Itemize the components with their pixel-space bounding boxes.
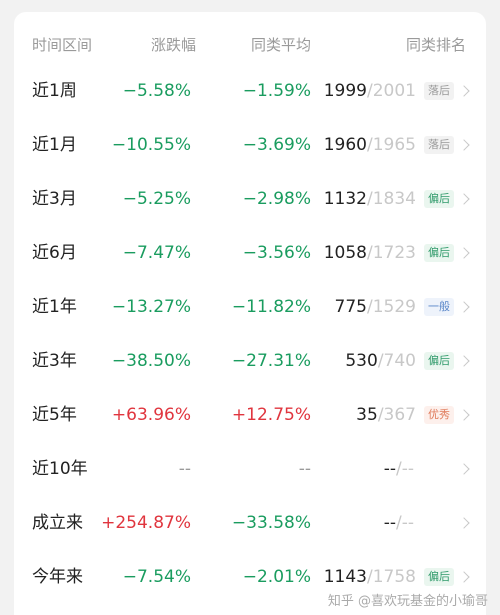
table-row[interactable]: 近1月 −10.55% −3.69% 1960/1965 落后 — [14, 118, 486, 172]
table-row[interactable]: 近5年 +63.96% +12.75% 35/367 优秀 — [14, 388, 486, 442]
rank-tag: 偏后 — [424, 568, 454, 586]
table-header: 时间区间 涨跌幅 同类平均 同类排名 — [14, 12, 486, 76]
chevron-right-icon[interactable] — [458, 517, 470, 529]
table-row[interactable]: 今年来 −7.54% −2.01% 1143/1758 偏后 — [14, 550, 486, 604]
rank-number: 1960 — [323, 135, 367, 155]
header-period: 时间区间 — [32, 36, 93, 54]
category-avg-value: −2.01% — [242, 567, 311, 587]
header-rank: 同类排名 — [405, 36, 466, 54]
category-avg-value: +12.75% — [231, 405, 311, 425]
period-label: 今年来 — [32, 567, 83, 587]
table-row[interactable]: 近1年 −13.27% −11.82% 775/1529 一般 — [14, 280, 486, 334]
rank-cell: 1999/2001 落后 — [323, 79, 470, 103]
rank-tag: 偏后 — [424, 352, 454, 370]
chevron-right-icon[interactable] — [458, 409, 470, 421]
change-value: −5.25% — [122, 189, 191, 209]
rank-tag: 落后 — [424, 82, 454, 100]
rank-cell: --/-- — [383, 511, 470, 535]
rank-total: /1529 — [367, 297, 416, 317]
rank-tag: 偏后 — [424, 244, 454, 262]
period-label: 近10年 — [32, 459, 88, 479]
rank-total: /740 — [377, 351, 416, 371]
change-value: +254.87% — [101, 513, 191, 533]
category-avg-value: −3.56% — [242, 243, 311, 263]
rank-number: 35 — [356, 405, 378, 425]
rank-number: 775 — [334, 297, 367, 317]
rank-number: 530 — [345, 351, 378, 371]
rank-cell: --/-- — [383, 457, 470, 481]
category-avg-value: −1.59% — [242, 81, 311, 101]
rank-number: -- — [383, 459, 396, 479]
category-avg-value: -- — [298, 459, 311, 479]
change-value: −5.58% — [122, 81, 191, 101]
category-avg-value: −3.69% — [242, 135, 311, 155]
rank-total: /-- — [396, 513, 414, 533]
change-value: −38.50% — [111, 351, 191, 371]
chevron-right-icon[interactable] — [458, 355, 470, 367]
chevron-right-icon[interactable] — [458, 463, 470, 475]
rank-total: /-- — [396, 459, 414, 479]
fund-performance-card: 时间区间 涨跌幅 同类平均 同类排名 近1周 −5.58% −1.59% 1999/2… — [14, 12, 486, 615]
rank-number: 1132 — [323, 189, 367, 209]
rank-total: /1723 — [367, 243, 416, 263]
rank-number: 1143 — [323, 567, 367, 587]
watermark: 知乎 @喜欢玩基金的小瑜哥 — [328, 590, 488, 609]
rank-cell: 530/740 偏后 — [345, 349, 470, 373]
category-avg-value: −27.31% — [231, 351, 311, 371]
category-avg-value: −11.82% — [231, 297, 311, 317]
rank-tag: 一般 — [424, 298, 454, 316]
period-label: 近6月 — [32, 243, 77, 263]
rank-total: /1834 — [367, 189, 416, 209]
table-row[interactable]: 近3月 −5.25% −2.98% 1132/1834 偏后 — [14, 172, 486, 226]
chevron-right-icon[interactable] — [458, 301, 470, 313]
change-value: +63.96% — [111, 405, 191, 425]
rank-total: /1965 — [367, 135, 416, 155]
rank-cell: 1143/1758 偏后 — [323, 565, 470, 589]
chevron-right-icon[interactable] — [458, 85, 470, 97]
rank-number: -- — [383, 513, 396, 533]
rank-number: 1999 — [323, 81, 367, 101]
period-label: 近1月 — [32, 135, 77, 155]
rank-total: /367 — [377, 405, 416, 425]
change-value: −13.27% — [111, 297, 191, 317]
period-label: 近3月 — [32, 189, 77, 209]
rank-cell: 35/367 优秀 — [356, 403, 470, 427]
period-label: 成立来 — [32, 513, 83, 533]
header-avg: 同类平均 — [250, 36, 311, 54]
chevron-right-icon[interactable] — [458, 193, 470, 205]
category-avg-value: −2.98% — [242, 189, 311, 209]
rank-number: 1058 — [323, 243, 367, 263]
table-row[interactable]: 近1周 −5.58% −1.59% 1999/2001 落后 — [14, 64, 486, 118]
rank-tag: 优秀 — [424, 406, 454, 424]
table-row[interactable]: 成立来 +254.87% −33.58% --/-- — [14, 496, 486, 550]
change-value: −7.47% — [122, 243, 191, 263]
chevron-right-icon[interactable] — [458, 247, 470, 259]
period-label: 近1周 — [32, 81, 77, 101]
rank-cell: 1132/1834 偏后 — [323, 187, 470, 211]
rank-tag: 偏后 — [424, 190, 454, 208]
rank-total: /1758 — [367, 567, 416, 587]
period-label: 近1年 — [32, 297, 77, 317]
table-row[interactable]: 近3年 −38.50% −27.31% 530/740 偏后 — [14, 334, 486, 388]
change-value: -- — [178, 459, 191, 479]
rank-cell: 775/1529 一般 — [334, 295, 470, 319]
category-avg-value: −33.58% — [231, 513, 311, 533]
change-value: −7.54% — [122, 567, 191, 587]
period-label: 近3年 — [32, 351, 77, 371]
chevron-right-icon[interactable] — [458, 139, 470, 151]
rank-total: /2001 — [367, 81, 416, 101]
change-value: −10.55% — [111, 135, 191, 155]
chevron-right-icon[interactable] — [458, 571, 470, 583]
rank-cell: 1960/1965 落后 — [323, 133, 470, 157]
rank-cell: 1058/1723 偏后 — [323, 241, 470, 265]
rank-tag: 落后 — [424, 136, 454, 154]
table-row[interactable]: 近6月 −7.47% −3.56% 1058/1723 偏后 — [14, 226, 486, 280]
table-row[interactable]: 近10年 -- -- --/-- — [14, 442, 486, 496]
watermark-text: 知乎 @喜欢玩基金的小瑜哥 — [327, 594, 488, 609]
period-label: 近5年 — [32, 405, 77, 425]
header-change: 涨跌幅 — [150, 36, 196, 54]
